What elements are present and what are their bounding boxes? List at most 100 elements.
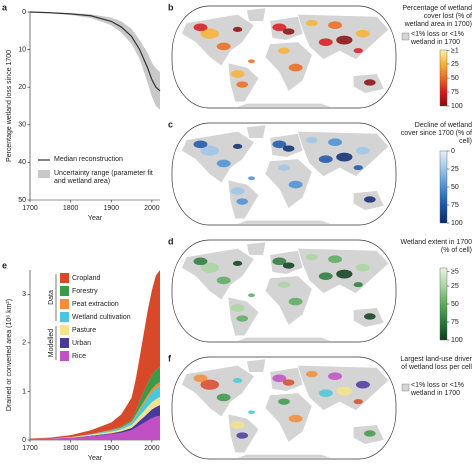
- x-axis-label: Year: [88, 455, 103, 462]
- map-region: [318, 389, 333, 397]
- panel-label: d: [168, 236, 174, 246]
- legend-label: Urban: [72, 340, 91, 347]
- map-region: [232, 143, 243, 149]
- map-region: [236, 81, 249, 88]
- y-tick-label: 2: [22, 340, 26, 347]
- map-region: [328, 138, 343, 147]
- map-region: [278, 281, 290, 288]
- map-region: [193, 140, 208, 149]
- map-region: [236, 198, 249, 205]
- map-region: [272, 374, 287, 383]
- y-tick-label: 1: [22, 388, 26, 395]
- map-region: [278, 164, 290, 171]
- stacked-area: [30, 415, 160, 440]
- legend-label: Median reconstruction: [54, 156, 123, 163]
- map-region: [193, 23, 208, 32]
- map-region: [216, 42, 231, 51]
- panel-label: e: [2, 260, 7, 270]
- legend-group-label: Data: [48, 290, 55, 305]
- map-region: [318, 155, 333, 163]
- map-region: [282, 262, 295, 269]
- legend-swatch: [60, 299, 69, 309]
- map-region: [355, 263, 370, 272]
- map-region: [200, 145, 220, 156]
- colorbar-tick-label: 75: [451, 202, 459, 209]
- legend-label: Wetland cultivation: [72, 314, 131, 321]
- map-region: [336, 269, 353, 279]
- map-region: [272, 23, 287, 32]
- map-region: [216, 159, 231, 168]
- map-region: [282, 379, 295, 386]
- x-axis-label: Year: [88, 215, 103, 222]
- y-tick-label: 10: [18, 46, 26, 53]
- colorbar-tick-label: 50: [451, 301, 459, 308]
- map-region: [306, 253, 318, 261]
- map-region: [306, 19, 318, 27]
- map-region: [355, 146, 370, 155]
- map-region: [272, 140, 287, 149]
- landmass: [270, 250, 303, 275]
- map-region: [318, 38, 333, 46]
- note-label: <1% loss or <1% wetland in 1700: [411, 382, 464, 397]
- legend-title: Wetland extent in 1700 (% of cell): [400, 239, 472, 254]
- colorbar-tick-label: 25: [451, 283, 459, 290]
- legend-swatch: [60, 273, 69, 283]
- landmass: [270, 16, 303, 41]
- map-region: [306, 370, 318, 378]
- note-swatch: [401, 32, 410, 41]
- map-region: [364, 313, 376, 320]
- colorbar-tick-label: ≥1: [451, 47, 459, 54]
- map-region: [364, 196, 376, 203]
- note-label: <1% loss or <1% wetland in 1700: [411, 31, 464, 46]
- map-region: [353, 48, 363, 54]
- y-axis-label: Percentage wetland loss since 1700: [6, 50, 13, 162]
- y-tick-label: 50: [18, 197, 26, 204]
- colorbar-tick-label: 0: [451, 148, 455, 155]
- x-tick-label: 1700: [22, 205, 38, 212]
- colorbar-tick-label: 100: [451, 220, 463, 227]
- map-region: [328, 372, 343, 381]
- legend-label: Rice: [72, 353, 86, 360]
- map-region: [318, 272, 333, 280]
- legend-title: Percentage of wetland cover lost (% of w…: [402, 5, 472, 28]
- legend-title: Largest land-use driver of wetland loss …: [400, 356, 472, 371]
- colorbar-tick-label: 25: [451, 61, 459, 68]
- map-region: [248, 176, 256, 181]
- y-tick-label: 40: [18, 159, 26, 166]
- colorbar-tick-label: 50: [451, 75, 459, 82]
- x-tick-label: 1800: [63, 445, 79, 452]
- legend-label: Cropland: [72, 275, 101, 282]
- map-region: [336, 35, 353, 45]
- map-region: [200, 262, 220, 273]
- map-region: [282, 145, 295, 152]
- panel-label: a: [2, 2, 8, 12]
- y-tick-label: 30: [18, 122, 26, 129]
- map-region: [230, 304, 245, 312]
- map-region: [236, 315, 249, 322]
- map-region: [282, 28, 295, 35]
- note-swatch: [401, 383, 410, 392]
- map-region: [232, 260, 243, 266]
- map-region: [230, 187, 245, 195]
- legend-swatch: [60, 286, 69, 296]
- legend-label: Peat extraction: [72, 301, 119, 308]
- map-region: [200, 379, 220, 390]
- panel-label: f: [168, 353, 172, 363]
- map-region: [193, 257, 208, 266]
- map-region: [278, 47, 290, 54]
- map-region: [353, 165, 363, 171]
- legend-label: Uncertainty range (parameter fit and wet…: [54, 170, 153, 185]
- map-region: [328, 255, 343, 264]
- x-tick-label: 1700: [22, 445, 38, 452]
- map-region: [278, 398, 290, 405]
- colorbar-tick-label: 75: [451, 319, 459, 326]
- stacked-area: [30, 385, 160, 440]
- map-region: [272, 257, 287, 266]
- legend-swatch: [60, 351, 69, 361]
- map-region: [232, 377, 243, 383]
- median-line: [29, 11, 161, 92]
- map-region: [248, 410, 256, 415]
- map-region: [355, 380, 370, 389]
- map-region: [364, 79, 376, 86]
- y-tick-label: 0: [22, 9, 26, 16]
